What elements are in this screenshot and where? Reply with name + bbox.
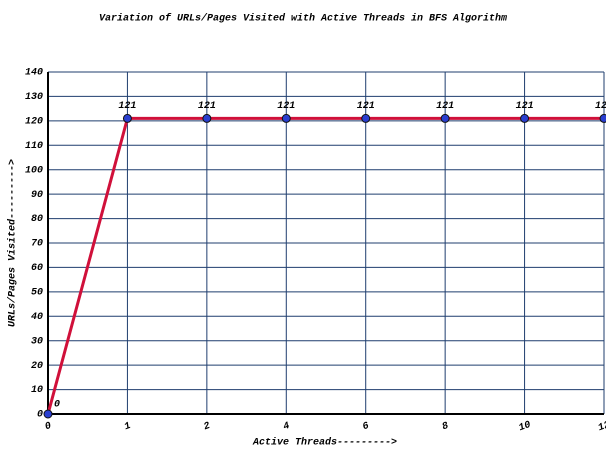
x-tick-label: 12 bbox=[597, 420, 606, 434]
data-label: 121 bbox=[436, 101, 454, 112]
data-label: 121 bbox=[357, 101, 375, 112]
data-point bbox=[281, 113, 291, 123]
data-label: 121 bbox=[277, 101, 295, 112]
data-point bbox=[122, 113, 132, 123]
y-tick-label: 90 bbox=[31, 190, 43, 201]
x-tick-label: 6 bbox=[361, 421, 370, 433]
chart-title: Variation of URLs/Pages Visited with Act… bbox=[99, 13, 507, 25]
y-tick-label: 120 bbox=[25, 116, 43, 127]
data-line bbox=[46, 116, 604, 415]
x-tick-label: 2 bbox=[203, 421, 212, 433]
data-label: 121 bbox=[595, 101, 606, 112]
x-tick-label: 0 bbox=[44, 421, 53, 433]
data-point bbox=[43, 409, 53, 419]
data-point bbox=[599, 113, 606, 123]
y-tick-label: 140 bbox=[25, 68, 43, 79]
y-tick-label: 30 bbox=[31, 336, 43, 347]
y-tick-label: 40 bbox=[31, 312, 43, 323]
data-label: 0 bbox=[54, 400, 60, 411]
x-tick-label: 1 bbox=[123, 421, 132, 433]
y-tick-label: 110 bbox=[25, 141, 43, 152]
y-tick-label: 60 bbox=[31, 263, 43, 274]
y-tick-label: 70 bbox=[31, 239, 43, 250]
y-tick-label: 80 bbox=[31, 214, 43, 225]
data-point bbox=[440, 113, 450, 123]
data-point bbox=[520, 113, 530, 123]
x-tick-label: 10 bbox=[517, 420, 532, 434]
y-tick-label: 10 bbox=[31, 385, 43, 396]
y-tick-label: 130 bbox=[25, 92, 43, 103]
y-axis-label: URLs/Pages Visited---------> bbox=[7, 159, 19, 327]
y-tick-label: 0 bbox=[37, 410, 43, 421]
data-label: 121 bbox=[516, 101, 534, 112]
x-tick-label: 8 bbox=[441, 421, 450, 433]
x-tick-label: 4 bbox=[282, 421, 291, 433]
y-tick-label: 50 bbox=[31, 287, 43, 298]
data-point bbox=[361, 113, 371, 123]
x-axis-label: Active Threads---------> bbox=[252, 437, 397, 449]
data-point bbox=[202, 113, 212, 123]
data-label: 121 bbox=[118, 101, 136, 112]
data-label: 121 bbox=[198, 101, 216, 112]
y-tick-label: 100 bbox=[25, 165, 43, 176]
y-tick-label: 20 bbox=[31, 361, 43, 372]
